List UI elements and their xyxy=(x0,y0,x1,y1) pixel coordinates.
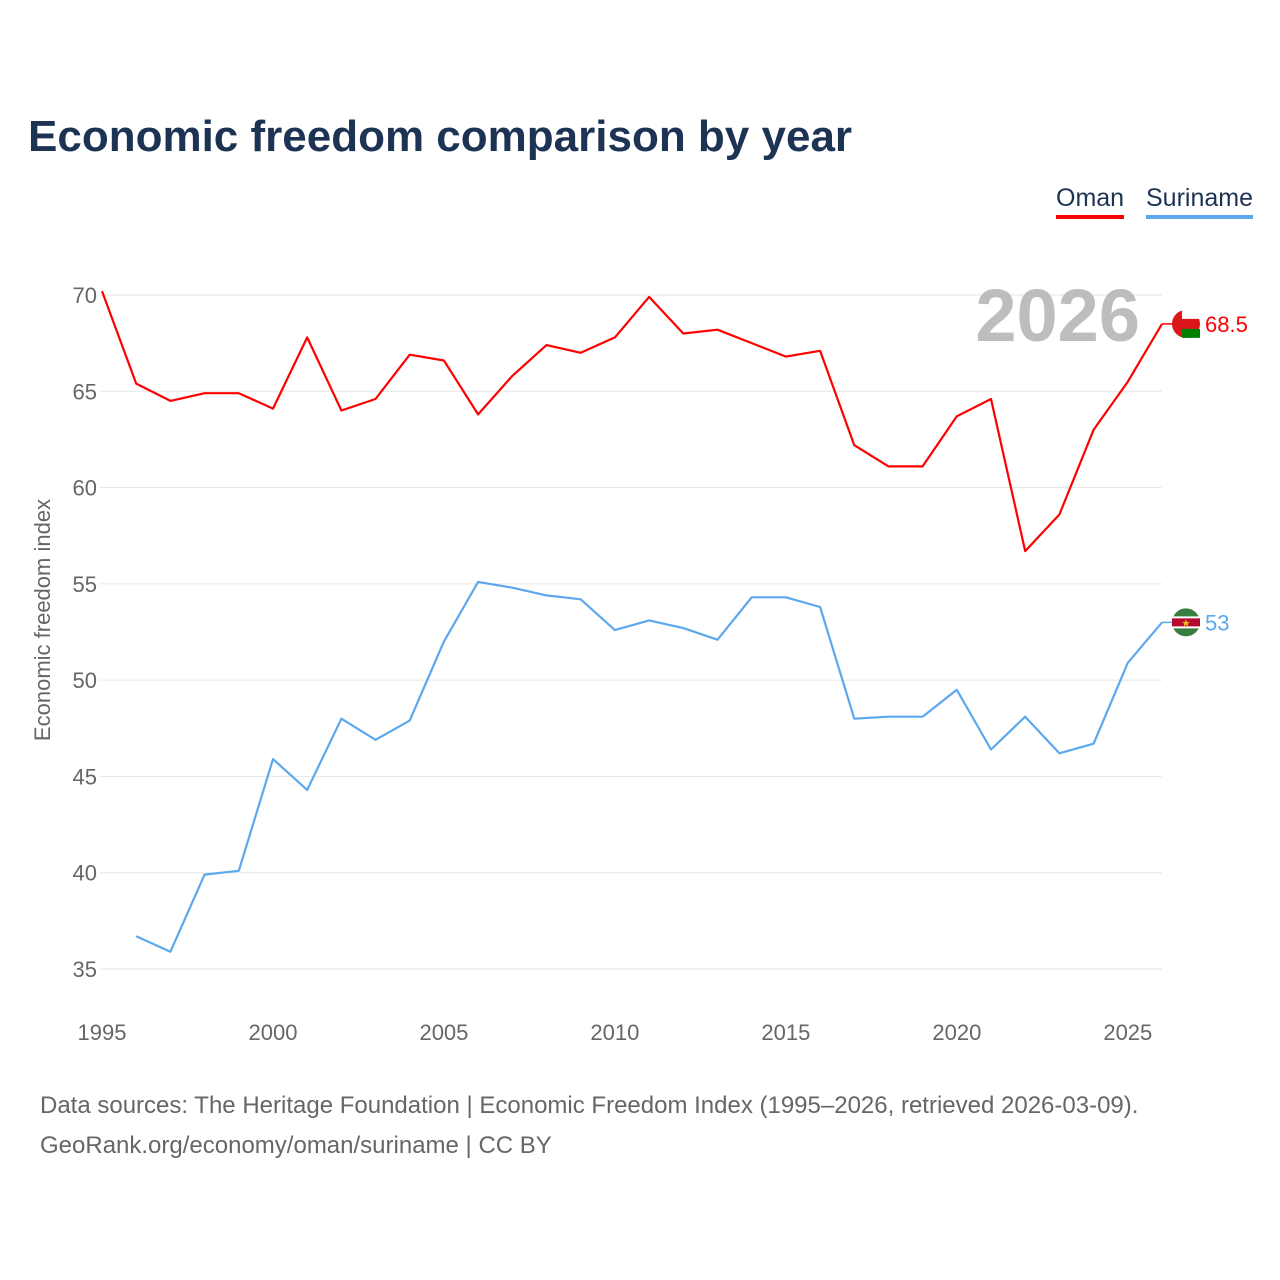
series-line-suriname xyxy=(135,580,1163,953)
y-tick-label: 45 xyxy=(73,764,97,789)
y-tick-label: 35 xyxy=(73,957,97,982)
y-tick-label: 60 xyxy=(73,476,97,501)
y-axis-label: Economic freedom index xyxy=(30,499,55,741)
oman-flag-green xyxy=(1182,328,1200,338)
legend-suriname[interactable]: Suriname xyxy=(1146,184,1253,219)
x-tick-label: 2000 xyxy=(248,1020,297,1045)
x-tick-label: 2005 xyxy=(419,1020,468,1045)
x-tick-label: 1995 xyxy=(78,1020,127,1045)
y-tick-label: 70 xyxy=(73,283,97,308)
source-line-2[interactable]: GeoRank.org/economy/oman/suriname | CC B… xyxy=(40,1132,552,1159)
x-tick-label: 2010 xyxy=(590,1020,639,1045)
x-tick-label: 2015 xyxy=(761,1020,810,1045)
x-tick-label: 2025 xyxy=(1103,1020,1152,1045)
y-tick-label: 65 xyxy=(73,379,97,404)
source-note: Data sources: The Heritage Foundation | … xyxy=(40,1086,1138,1166)
x-tick-label: 2020 xyxy=(932,1020,981,1045)
y-tick-label: 40 xyxy=(73,861,97,886)
y-tick-label: 50 xyxy=(73,668,97,693)
year-label: 2026 xyxy=(975,274,1140,357)
series-line-oman xyxy=(100,290,1163,553)
oman-flag-white xyxy=(1182,309,1200,319)
end-value-label: 68.5 xyxy=(1205,312,1248,337)
end-value-label: 53 xyxy=(1205,610,1229,635)
suriname-flag-red xyxy=(1172,618,1200,627)
suriname-flag-star: ★ xyxy=(1182,618,1191,629)
legend-oman[interactable]: Oman xyxy=(1056,184,1125,219)
chart-title: Economic freedom comparison by year xyxy=(28,112,853,161)
source-line-1: Data sources: The Heritage Foundation | … xyxy=(40,1092,1139,1119)
y-tick-label: 55 xyxy=(73,572,97,597)
